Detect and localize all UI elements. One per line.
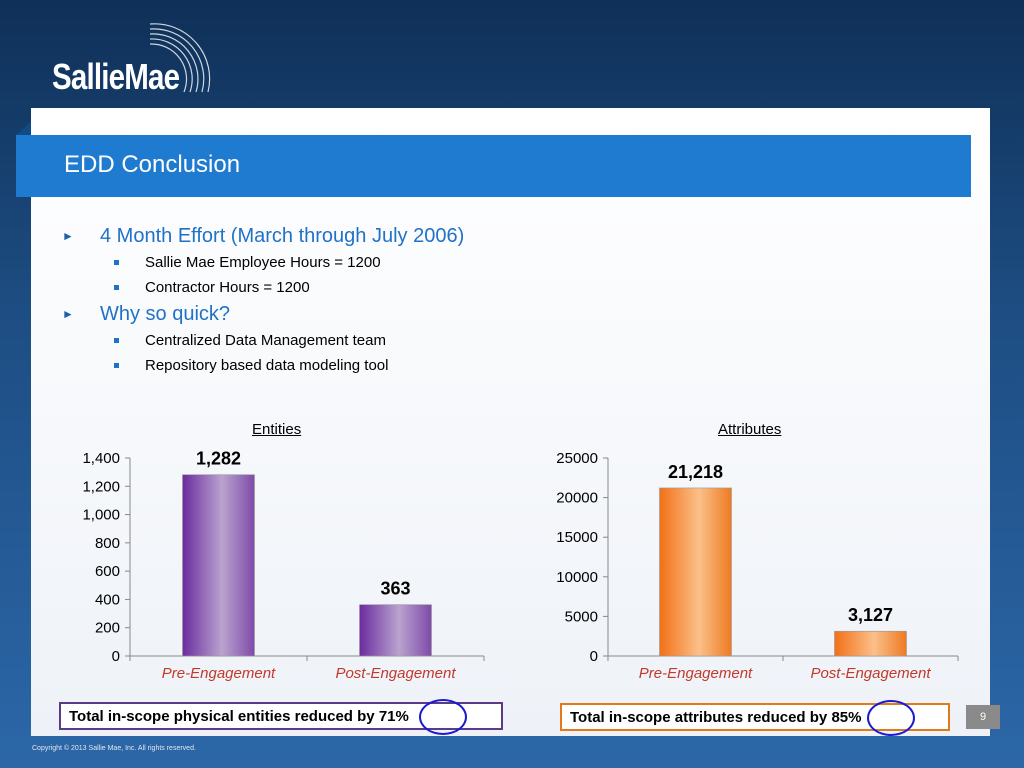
data-label: 363 xyxy=(380,579,410,599)
data-label: 1,282 xyxy=(196,449,241,469)
y-tick-label: 800 xyxy=(95,535,120,552)
y-tick-label: 5000 xyxy=(565,608,598,625)
attributes-percent-circle xyxy=(867,700,915,736)
y-tick-label: 1,000 xyxy=(82,507,120,524)
y-tick-label: 200 xyxy=(95,620,120,637)
sub-bullet-text: Centralized Data Management team xyxy=(145,332,386,349)
category-label: Post-Engagement xyxy=(810,665,931,682)
bar xyxy=(834,630,907,657)
y-tick-label: 20000 xyxy=(556,490,598,507)
entities-percent-circle xyxy=(419,699,467,735)
attributes-summary-percent: 85% xyxy=(831,708,862,726)
bullet-list: ► 4 Month Effort (March through July 200… xyxy=(62,222,464,378)
y-tick-label: 0 xyxy=(590,648,598,665)
sub-bullet-item: Sallie Mae Employee Hours = 1200 xyxy=(62,250,464,275)
bar xyxy=(182,474,255,657)
logo-arcs xyxy=(150,23,211,93)
sub-bullet-item: Centralized Data Management team xyxy=(62,328,464,353)
attributes-chart-title: Attributes xyxy=(718,421,782,438)
square-bullet-icon xyxy=(114,260,119,265)
bullet-text: Why so quick? xyxy=(100,302,231,325)
entities-chart: 0 200 400 600 800 1,000 1,200 1,400 1,282 Pre-Eng… xyxy=(82,449,485,682)
title-bar xyxy=(16,135,971,197)
category-label: Post-Engagement xyxy=(335,665,456,682)
attributes-chart: 0 5000 10000 15000 20000 25000 21,218 Pre-Engag… xyxy=(556,450,959,682)
triangle-bullet-icon: ► xyxy=(62,229,74,243)
square-bullet-icon xyxy=(114,338,119,343)
slide-title: EDD Conclusion xyxy=(64,151,241,178)
square-bullet-icon xyxy=(114,285,119,290)
attributes-summary-text: Total in-scope attributes reduced by xyxy=(570,708,828,726)
y-tick-label: 600 xyxy=(95,563,120,580)
category-label: Pre-Engagement xyxy=(162,665,276,682)
page-number: 9 xyxy=(966,705,1000,729)
entities-chart-title: Entities xyxy=(252,421,302,438)
sub-bullet-text: Repository based data modeling tool xyxy=(145,357,389,374)
copyright-notice: Copyright © 2013 Sallie Mae, Inc. All ri… xyxy=(32,745,196,752)
bar xyxy=(359,604,432,657)
y-tick-label: 1,200 xyxy=(82,478,120,495)
triangle-bullet-icon: ► xyxy=(62,307,74,321)
entities-summary-text: Total in-scope physical entities reduced… xyxy=(69,707,375,725)
bullet-item: ► 4 Month Effort (March through July 200… xyxy=(62,222,464,250)
data-label: 21,218 xyxy=(668,462,723,482)
brand-logo: SallieMae xyxy=(52,56,180,97)
y-tick-label: 15000 xyxy=(556,529,598,546)
entities-summary-percent: 71% xyxy=(378,707,409,725)
square-bullet-icon xyxy=(114,363,119,368)
bar xyxy=(659,487,732,657)
y-tick-label: 0 xyxy=(112,648,120,665)
y-tick-label: 25000 xyxy=(556,450,598,467)
bullet-text: 4 Month Effort (March through July 2006) xyxy=(100,224,465,247)
category-label: Pre-Engagement xyxy=(639,665,753,682)
y-tick-label: 10000 xyxy=(556,569,598,586)
bullet-item: ► Why so quick? xyxy=(62,300,464,328)
sub-bullet-item: Contractor Hours = 1200 xyxy=(62,275,464,300)
sub-bullet-text: Contractor Hours = 1200 xyxy=(145,279,310,296)
title-fold xyxy=(16,122,31,135)
data-label: 3,127 xyxy=(848,605,893,625)
sub-bullet-item: Repository based data modeling tool xyxy=(62,353,464,378)
sub-bullet-text: Sallie Mae Employee Hours = 1200 xyxy=(145,254,381,271)
y-tick-label: 400 xyxy=(95,591,120,608)
y-tick-label: 1,400 xyxy=(82,450,120,467)
